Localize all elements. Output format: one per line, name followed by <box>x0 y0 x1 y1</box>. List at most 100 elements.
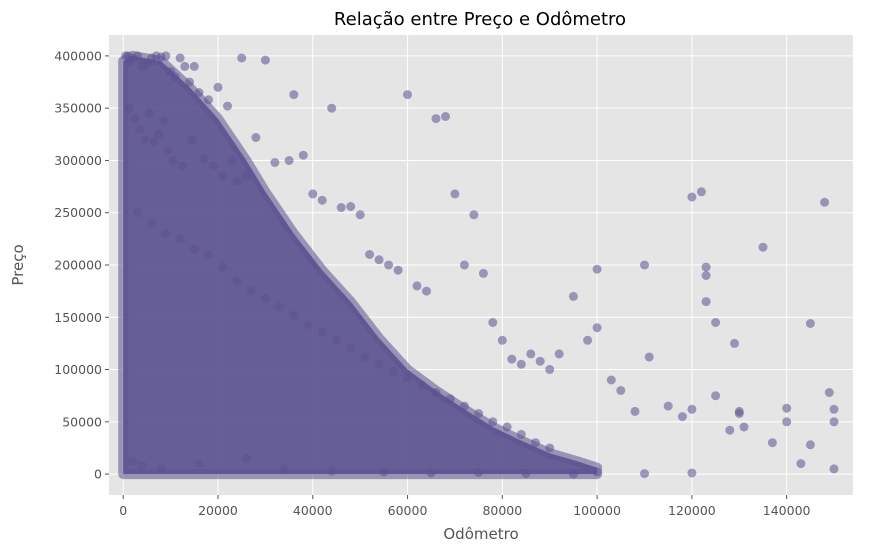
data-point-0-73 <box>568 291 578 301</box>
x-tick-label-0: 0 <box>119 503 127 518</box>
data-point-0-111 <box>161 229 171 239</box>
data-point-0-137 <box>531 438 540 448</box>
data-point-0-128 <box>403 373 412 383</box>
data-point-0-25 <box>135 124 145 134</box>
data-point-0-91 <box>711 391 721 401</box>
data-point-0-57 <box>412 281 422 291</box>
x-axis-label: Odômetro <box>443 525 518 543</box>
chart-title: Relação entre Preço e Odômetro <box>334 9 626 30</box>
data-point-0-39 <box>232 176 242 186</box>
y-tick-label-8: 400000 <box>54 48 102 63</box>
data-point-0-40 <box>241 171 251 181</box>
data-point-0-133 <box>474 409 484 418</box>
data-point-0-136 <box>516 429 526 439</box>
data-point-0-93 <box>730 338 739 348</box>
data-point-0-16 <box>189 61 199 71</box>
data-point-0-63 <box>469 210 479 220</box>
data-point-0-144 <box>279 464 289 474</box>
data-point-0-92 <box>725 425 735 435</box>
y-axis-label: Preço <box>9 244 27 285</box>
y-tick-label-5: 250000 <box>54 205 102 220</box>
data-point-0-50 <box>346 202 356 211</box>
data-point-0-44 <box>289 90 299 100</box>
data-point-0-117 <box>246 286 256 296</box>
data-point-0-33 <box>178 161 187 171</box>
point-cloud-shape <box>118 50 603 480</box>
x-tick-label-5: 100000 <box>573 503 621 518</box>
data-point-0-52 <box>365 250 375 259</box>
data-point-0-41 <box>251 133 261 142</box>
data-point-0-121 <box>303 320 313 330</box>
data-point-0-98 <box>767 438 777 448</box>
data-point-0-150 <box>568 469 578 479</box>
data-point-0-119 <box>275 302 285 312</box>
data-point-0-29 <box>154 129 164 139</box>
data-point-0-139 <box>128 457 138 466</box>
data-point-0-36 <box>208 161 218 171</box>
data-point-0-61 <box>450 189 460 199</box>
data-point-0-134 <box>488 417 498 427</box>
data-point-0-108 <box>829 464 839 474</box>
data-point-0-153 <box>687 468 697 478</box>
data-point-0-147 <box>426 468 436 478</box>
data-point-0-123 <box>332 335 341 345</box>
data-point-0-88 <box>701 271 711 280</box>
data-point-0-85 <box>687 404 697 414</box>
data-point-0-120 <box>289 310 299 320</box>
data-point-0-109 <box>132 208 142 218</box>
data-point-0-106 <box>829 404 839 414</box>
data-point-0-127 <box>388 367 398 377</box>
data-point-0-32 <box>168 156 178 165</box>
data-point-0-37 <box>218 171 228 181</box>
x-tick-label-6: 120000 <box>668 503 716 518</box>
data-point-0-6 <box>142 59 152 69</box>
data-point-0-97 <box>758 242 768 252</box>
data-point-0-100 <box>782 417 792 427</box>
y-tick-label-2: 100000 <box>54 362 102 377</box>
data-point-0-60 <box>441 112 450 121</box>
data-point-0-71 <box>545 365 555 374</box>
data-point-0-72 <box>554 349 564 359</box>
data-point-0-130 <box>431 388 441 397</box>
data-point-0-89 <box>701 297 711 307</box>
data-point-0-42 <box>270 158 280 167</box>
data-point-0-76 <box>592 323 602 333</box>
data-point-0-126 <box>374 359 384 369</box>
data-point-0-79 <box>630 406 640 416</box>
data-point-0-113 <box>189 244 199 254</box>
data-point-0-38 <box>227 156 237 165</box>
data-point-0-103 <box>805 440 815 450</box>
data-point-0-86 <box>696 187 706 197</box>
data-point-0-55 <box>393 265 403 275</box>
data-point-0-125 <box>360 352 370 362</box>
data-point-0-20 <box>223 101 232 111</box>
data-point-0-101 <box>796 459 806 469</box>
data-point-0-129 <box>417 380 427 390</box>
data-point-0-95 <box>734 406 744 416</box>
data-point-0-110 <box>147 218 157 228</box>
data-point-0-75 <box>592 264 602 274</box>
data-point-0-142 <box>194 459 204 469</box>
data-point-0-141 <box>156 463 166 473</box>
dense-point-cloud <box>118 50 603 480</box>
data-point-0-87 <box>701 262 711 272</box>
data-point-0-83 <box>677 412 687 422</box>
data-point-0-114 <box>204 250 213 259</box>
data-point-0-146 <box>379 467 389 477</box>
data-point-0-49 <box>336 203 346 212</box>
data-point-0-99 <box>782 403 792 413</box>
data-point-0-43 <box>284 156 294 165</box>
y-tick-label-6: 300000 <box>54 153 102 168</box>
data-point-0-47 <box>317 195 327 205</box>
y-tick-label-7: 350000 <box>54 101 102 116</box>
data-point-0-116 <box>232 276 242 286</box>
data-point-0-143 <box>241 453 251 463</box>
data-point-0-140 <box>137 461 147 471</box>
y-tick-label-0: 0 <box>94 467 102 482</box>
data-point-0-17 <box>194 88 204 97</box>
data-point-0-138 <box>545 443 555 453</box>
data-point-0-13 <box>175 53 185 63</box>
data-point-0-30 <box>159 116 168 126</box>
